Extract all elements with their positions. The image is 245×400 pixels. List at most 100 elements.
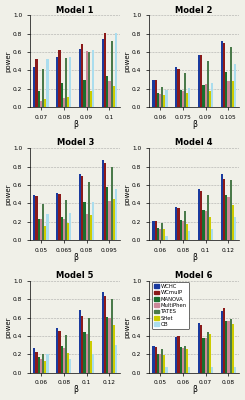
Bar	[83, 202, 86, 240]
Bar	[155, 221, 157, 240]
Bar	[157, 354, 159, 373]
Bar	[177, 208, 180, 240]
Legend: WCHC, WCmuIP, MANOVA, MultiPhen, TATES, SHet, OB: WCHC, WCmuIP, MANOVA, MultiPhen, TATES, …	[152, 282, 189, 329]
Bar	[104, 296, 106, 373]
Bar	[81, 316, 83, 373]
Y-axis label: power: power	[125, 50, 131, 72]
Bar	[152, 221, 155, 240]
Bar	[44, 361, 46, 373]
Bar	[163, 229, 165, 240]
Bar	[209, 92, 211, 107]
Bar	[104, 163, 106, 240]
Bar	[207, 332, 209, 373]
Bar	[115, 345, 117, 373]
Bar	[225, 72, 227, 107]
Bar	[65, 58, 67, 107]
Bar	[186, 93, 188, 107]
Bar	[198, 190, 200, 240]
Bar	[184, 210, 186, 240]
Bar	[232, 324, 234, 373]
Bar	[182, 221, 184, 240]
Bar	[108, 202, 110, 240]
Title: Model 3: Model 3	[57, 138, 94, 148]
Bar	[227, 197, 230, 240]
Bar	[40, 219, 42, 240]
Bar	[234, 64, 236, 107]
Bar	[159, 94, 161, 107]
Bar	[165, 236, 168, 240]
Bar	[86, 51, 88, 107]
Bar	[67, 224, 69, 240]
Bar	[205, 338, 207, 373]
Y-axis label: power: power	[125, 183, 131, 205]
Bar	[79, 49, 81, 107]
X-axis label: β: β	[73, 252, 78, 262]
Bar	[79, 310, 81, 373]
Bar	[155, 80, 157, 107]
Y-axis label: power: power	[6, 316, 12, 338]
Bar	[188, 88, 190, 107]
Bar	[202, 338, 205, 373]
Bar	[221, 311, 223, 373]
X-axis label: β: β	[192, 386, 197, 394]
Bar	[159, 354, 161, 373]
Bar	[44, 226, 46, 240]
Bar	[227, 320, 230, 373]
Bar	[92, 202, 94, 240]
Y-axis label: power: power	[125, 316, 131, 338]
X-axis label: β: β	[192, 252, 197, 262]
Bar	[92, 354, 94, 373]
Bar	[33, 67, 36, 107]
Y-axis label: power: power	[6, 50, 12, 72]
Bar	[230, 319, 232, 373]
Title: Model 2: Model 2	[175, 6, 213, 14]
Bar	[79, 174, 81, 240]
Bar	[90, 341, 92, 373]
Bar	[90, 90, 92, 107]
Bar	[58, 50, 61, 107]
Bar	[88, 318, 90, 373]
Bar	[67, 97, 69, 107]
Bar	[67, 353, 69, 373]
Bar	[63, 98, 65, 107]
Bar	[102, 160, 104, 240]
Bar	[163, 95, 165, 107]
Bar	[46, 214, 49, 240]
Bar	[209, 217, 211, 240]
Bar	[234, 367, 236, 373]
Bar	[33, 195, 36, 240]
Bar	[42, 68, 44, 107]
Bar	[110, 41, 113, 107]
Bar	[46, 59, 49, 107]
Bar	[42, 204, 44, 240]
Bar	[102, 39, 104, 107]
Bar	[152, 80, 155, 107]
Bar	[175, 207, 177, 240]
Bar	[36, 196, 38, 240]
Bar	[90, 215, 92, 240]
Bar	[200, 55, 202, 107]
Bar	[81, 176, 83, 240]
Bar	[42, 354, 44, 373]
Bar	[92, 50, 94, 107]
Bar	[110, 166, 113, 240]
Bar	[69, 213, 71, 240]
Bar	[221, 174, 223, 240]
Bar	[205, 84, 207, 107]
Bar	[211, 367, 213, 373]
Bar	[83, 332, 86, 373]
Bar	[175, 67, 177, 107]
Bar	[163, 355, 165, 373]
Bar	[88, 182, 90, 240]
Bar	[63, 219, 65, 240]
Bar	[223, 43, 225, 107]
Bar	[56, 57, 58, 107]
Bar	[86, 334, 88, 373]
Bar	[56, 193, 58, 240]
Bar	[161, 222, 163, 240]
Bar	[221, 41, 223, 107]
Bar	[200, 325, 202, 373]
Title: Model 6: Model 6	[175, 271, 213, 280]
X-axis label: β: β	[73, 120, 78, 129]
Bar	[58, 194, 61, 240]
